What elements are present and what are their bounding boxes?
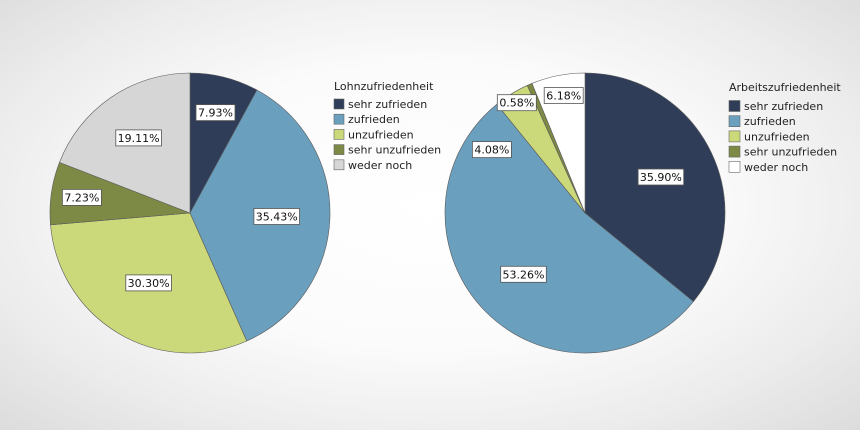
svg-text:4.08%: 4.08% — [474, 144, 509, 157]
data-label-unzufrieden: 30.30% — [125, 274, 172, 292]
svg-text:19.11%: 19.11% — [118, 132, 160, 145]
data-label-sehr-zufrieden: 35.90% — [637, 168, 685, 186]
data-label-sehr-unzufrieden: 7.23% — [62, 188, 102, 206]
svg-text:7.23%: 7.23% — [64, 191, 99, 204]
legend-title: Arbeitszufriedenheit — [729, 81, 841, 94]
svg-text:53.26%: 53.26% — [503, 268, 545, 281]
legend-title: Lohnzufriedenheit — [334, 80, 434, 93]
legend-swatch-unzufrieden — [728, 130, 741, 143]
legend-label-unzufrieden: unzufrieden — [348, 128, 414, 141]
pie-chart-lohnzufriedenheit: 7.93% 35.43% 30.30% 7.23% 19.11% Lohnzufriede… — [49, 72, 441, 354]
data-label-sehr-unzufrieden: 0.58% — [496, 94, 537, 112]
legend-swatch-weder-noch — [728, 161, 741, 173]
legend: Arbeitszufriedenheit sehr zufrieden zufrie… — [728, 81, 841, 174]
data-label-zufrieden: 53.26% — [500, 265, 547, 283]
legend-label-weder-noch: weder noch — [348, 159, 412, 172]
svg-text:7.93%: 7.93% — [198, 107, 233, 120]
legend-label-sehr-zufrieden: sehr zufrieden — [348, 98, 427, 111]
pie-chart-arbeitszufriedenheit: 35.90% 53.26% 4.08% 0.58% 6.18% Arbeitszufrie… — [444, 72, 841, 354]
pie-slice-sehr-zufrieden — [584, 72, 726, 302]
legend-swatch-sehr-zufrieden — [728, 100, 741, 112]
pie-slice-zufrieden — [444, 103, 694, 354]
legend-swatch-zufrieden — [728, 115, 741, 127]
legend-swatch-sehr-zufrieden — [333, 98, 345, 110]
legend-swatch-sehr-unzufrieden — [333, 144, 345, 155]
legend-label-zufrieden: zufrieden — [744, 115, 796, 128]
legend-swatch-zufrieden — [333, 113, 345, 125]
data-label-weder-noch: 6.18% — [543, 87, 584, 104]
svg-text:0.58%: 0.58% — [499, 97, 534, 110]
legend-swatch-sehr-unzufrieden — [728, 145, 741, 158]
data-label-weder-noch: 19.11% — [115, 129, 162, 147]
legend-swatch-unzufrieden — [333, 129, 345, 140]
legend-label-weder-noch: weder noch — [744, 161, 808, 174]
legend-label-unzufrieden: unzufrieden — [744, 130, 810, 143]
svg-text:30.30%: 30.30% — [128, 277, 170, 290]
legend-swatch-weder-noch — [333, 159, 345, 171]
legend-label-sehr-unzufrieden: sehr unzufrieden — [348, 144, 441, 157]
legend: Lohnzufriedenheit sehr zufrieden zufrieden… — [333, 80, 441, 172]
data-label-unzufrieden: 4.08% — [471, 141, 512, 159]
svg-text:35.43%: 35.43% — [256, 211, 298, 224]
pie-slice-weder-noch — [531, 72, 586, 214]
data-label-sehr-zufrieden: 7.93% — [195, 104, 236, 121]
legend-label-sehr-unzufrieden: sehr unzufrieden — [744, 146, 837, 159]
legend-label-sehr-zufrieden: sehr zufrieden — [744, 100, 823, 113]
legend-label-zufrieden: zufrieden — [348, 113, 400, 126]
svg-text:6.18%: 6.18% — [546, 90, 581, 103]
svg-text:35.90%: 35.90% — [640, 171, 682, 184]
data-label-zufrieden: 35.43% — [253, 208, 300, 225]
